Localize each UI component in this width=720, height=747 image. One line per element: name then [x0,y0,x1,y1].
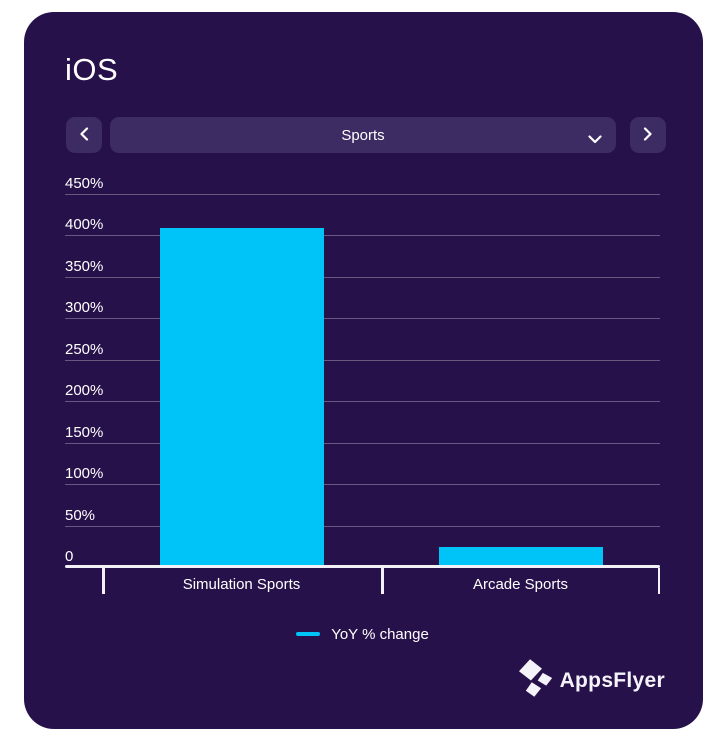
appsflyer-logo-icon [518,658,553,703]
chart-legend: YoY % change [65,624,660,644]
bar-simulation-sports [159,228,324,568]
chart-card: iOS Sports 0 50% 100% 150% 200% 250% 300% 350% 4… [24,12,703,729]
y-axis-label: 250% [65,340,104,358]
appsflyer-logo: AppsFlyer [518,658,665,703]
x-axis-tick [381,568,384,594]
y-axis-label: 0 [65,548,74,565]
y-axis-label: 400% [65,216,104,234]
gridline [65,318,660,320]
y-axis-label: 300% [65,299,104,317]
next-category-button[interactable] [630,117,666,153]
gridline [65,194,660,195]
y-axis-label: 150% [65,423,104,441]
gridline [65,484,660,486]
chevron-left-icon [79,126,89,144]
bar-chart-plot-area: 0 50% 100% 150% 200% 250% 300% 350% 400% 450% Simu… [65,176,660,594]
page-title: iOS [65,52,119,87]
gridline [65,401,660,403]
chevron-right-icon [643,126,653,144]
bar-arcade-sports [438,547,603,568]
gridline [65,442,660,444]
y-axis-label: 50% [65,506,96,524]
y-axis-label: 450% [65,175,104,192]
x-axis-tick [102,568,105,594]
y-axis-label: 200% [65,382,104,400]
y-axis-label: 100% [65,465,104,483]
chevron-down-icon [588,131,602,148]
x-axis-label: Arcade Sports [472,576,569,593]
gridline [65,276,660,278]
gridline [65,235,660,237]
x-axis-line [65,565,660,568]
gridline [65,525,660,527]
legend-label: YoY % change [331,625,429,643]
gridline [65,359,660,361]
legend-swatch [296,632,321,636]
x-axis-tick [657,568,660,594]
appsflyer-wordmark: AppsFlyer [559,668,665,692]
y-axis-label: 350% [65,257,104,275]
x-axis-label: Simulation Sports [182,576,301,593]
category-dropdown[interactable]: Sports [110,117,616,153]
prev-category-button[interactable] [66,117,102,153]
category-dropdown-value: Sports [341,126,385,144]
